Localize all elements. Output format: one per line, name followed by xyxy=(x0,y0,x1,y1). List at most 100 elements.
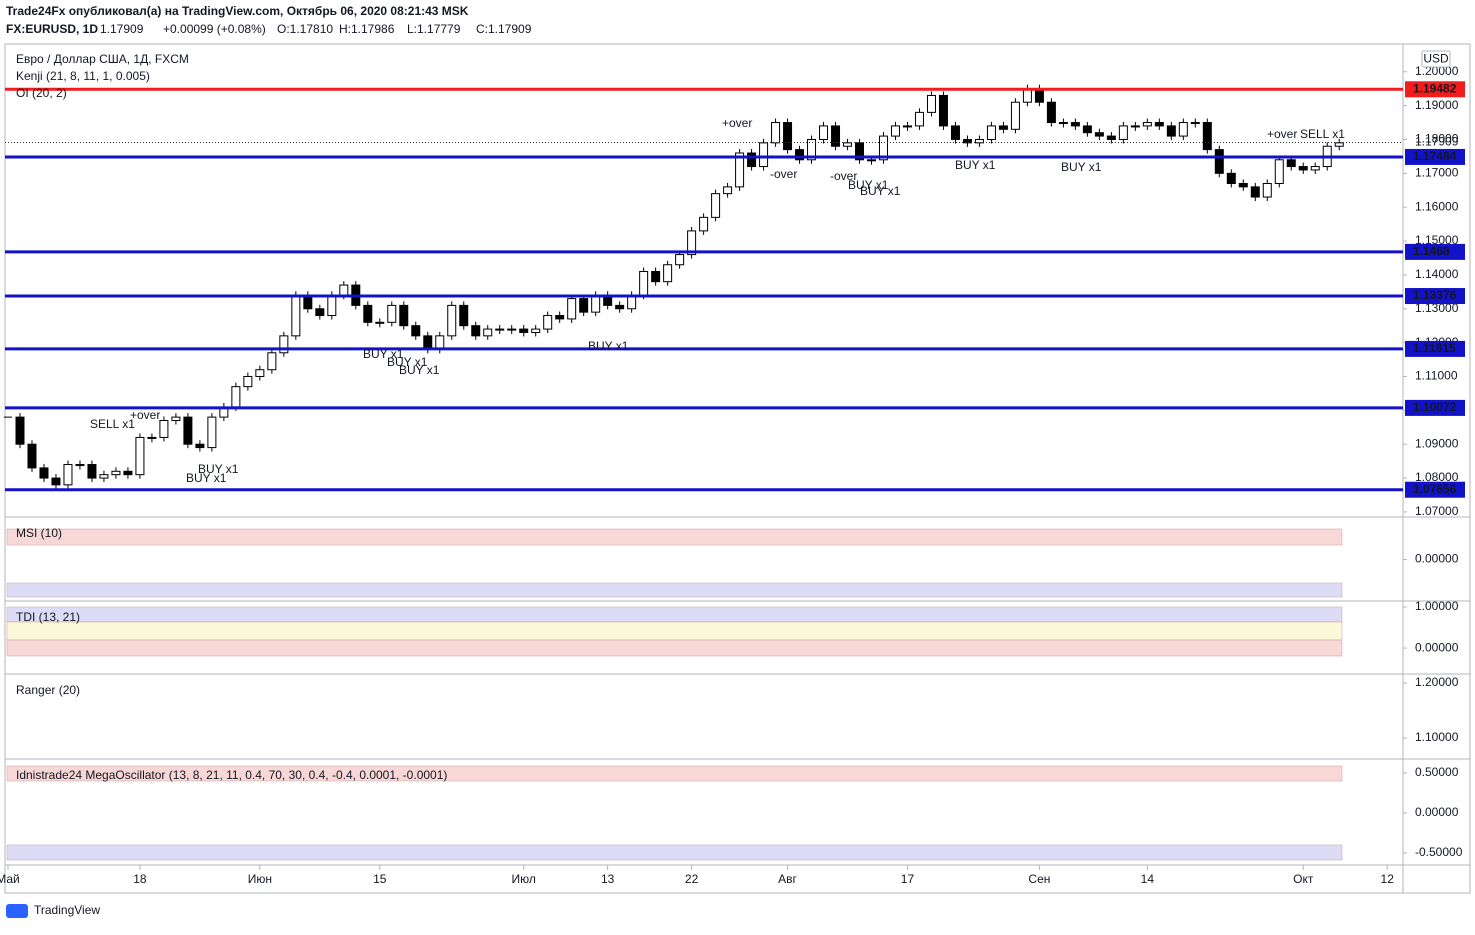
pane-band xyxy=(6,765,1343,782)
candle xyxy=(471,325,481,337)
candle xyxy=(255,369,265,377)
level-tag xyxy=(1405,481,1465,498)
y-tick-label: 0.50000 xyxy=(1415,765,1459,779)
level-tag xyxy=(1405,81,1465,98)
pane-title: TDI (13, 21) xyxy=(16,610,80,624)
candle xyxy=(1202,122,1212,151)
candle xyxy=(159,420,169,438)
candle xyxy=(183,416,193,445)
y-tick-label: 0.00000 xyxy=(1415,805,1459,819)
candle xyxy=(1046,101,1056,124)
signal-label: BUY x1 xyxy=(1061,160,1102,174)
candle xyxy=(291,294,301,337)
signal-label: BUY x1 xyxy=(588,339,629,353)
x-tick-label: 17 xyxy=(901,872,915,886)
candle xyxy=(902,125,912,128)
frame xyxy=(4,43,1471,894)
candle xyxy=(651,271,661,283)
pane-band xyxy=(6,582,1343,598)
currency: USD xyxy=(1423,52,1449,66)
candle xyxy=(867,159,877,162)
pane-title: Idnistrade24 MegaOscillator (13, 8, 21, … xyxy=(16,768,447,782)
candle xyxy=(99,474,109,479)
candle xyxy=(819,125,829,140)
signal-label: +over xyxy=(130,408,160,422)
signal-label: BUY x1 xyxy=(363,347,404,361)
signal-label: -over xyxy=(770,167,797,181)
x-tick-label: Май xyxy=(0,872,20,886)
y-tick-label: 1.10000 xyxy=(1415,730,1459,744)
candle xyxy=(926,94,936,113)
candle xyxy=(1142,122,1152,127)
close: C:1.17909 xyxy=(476,22,532,36)
signal-label: BUY x1 xyxy=(186,471,227,485)
candle xyxy=(591,294,601,313)
candle xyxy=(543,315,553,330)
candle xyxy=(195,443,205,449)
candle xyxy=(1010,101,1020,130)
signal-label: SELL x1 xyxy=(90,417,135,431)
candle xyxy=(831,125,841,147)
chart-title: Евро / Доллар США, 1Д, FXCM xyxy=(16,52,189,66)
candle xyxy=(375,321,385,324)
candle xyxy=(279,335,289,354)
candle xyxy=(207,416,217,449)
high: H:1.17986 xyxy=(339,22,395,36)
signal-label: BUY x1 xyxy=(387,355,428,369)
signal-label: BUY x1 xyxy=(848,178,889,192)
pane-band xyxy=(6,528,1343,546)
candle xyxy=(135,436,145,476)
candle xyxy=(1070,122,1080,127)
candle xyxy=(1226,172,1236,184)
candle xyxy=(87,464,97,479)
candle xyxy=(1058,122,1068,125)
candle xyxy=(531,328,541,333)
candle xyxy=(615,304,625,310)
candle xyxy=(1154,122,1164,127)
signal-label: BUY x1 xyxy=(860,184,901,198)
pane-band xyxy=(6,639,1343,657)
candle xyxy=(315,308,325,317)
candle xyxy=(986,125,996,140)
candle xyxy=(75,464,85,467)
signal-label: BUY x1 xyxy=(399,363,440,377)
x-tick-label: 14 xyxy=(1141,872,1155,886)
indicator: OI (20, 2) xyxy=(16,86,67,100)
pane-title: MSI (10) xyxy=(16,526,62,540)
change: +0.00099 (+0.08%) xyxy=(163,22,266,36)
candle xyxy=(1130,125,1140,128)
x-tick-label: 22 xyxy=(685,872,699,886)
candle xyxy=(878,135,888,161)
y-tick-label: 1.11000 xyxy=(1415,369,1458,383)
pane-band xyxy=(6,844,1343,861)
pane-title: Ranger (20) xyxy=(16,683,80,697)
candle xyxy=(399,304,409,327)
symbol: FX:EURUSD, 1D xyxy=(6,22,98,36)
signal-label: -over xyxy=(830,169,857,183)
y-tick-label: 1.20000 xyxy=(1415,675,1459,689)
signal-label: BUY x1 xyxy=(955,158,996,172)
currency-box[interactable] xyxy=(1421,50,1451,68)
pane-band xyxy=(6,606,1343,623)
candle xyxy=(519,328,529,333)
y-tick-label: 1.00000 xyxy=(1415,599,1459,613)
candle xyxy=(723,186,733,195)
candle xyxy=(51,477,61,486)
candle xyxy=(735,152,745,188)
candle xyxy=(447,304,457,337)
y-tick-label: 0.00000 xyxy=(1415,552,1459,566)
candle xyxy=(39,467,49,479)
candle xyxy=(1238,182,1248,188)
candle xyxy=(243,375,253,388)
candle xyxy=(411,325,421,337)
candle xyxy=(1106,135,1116,140)
candle xyxy=(267,352,277,371)
candle xyxy=(675,254,685,266)
candle xyxy=(1250,186,1260,198)
signal-label: +over xyxy=(1267,127,1297,141)
y-tick-label: -0.50000 xyxy=(1415,845,1463,859)
indicator: Kenji (21, 8, 11, 1, 0.005) xyxy=(16,69,150,83)
level-label: 1.17484 xyxy=(1413,149,1457,163)
signal-label: +over xyxy=(722,116,752,130)
candle xyxy=(914,111,924,127)
